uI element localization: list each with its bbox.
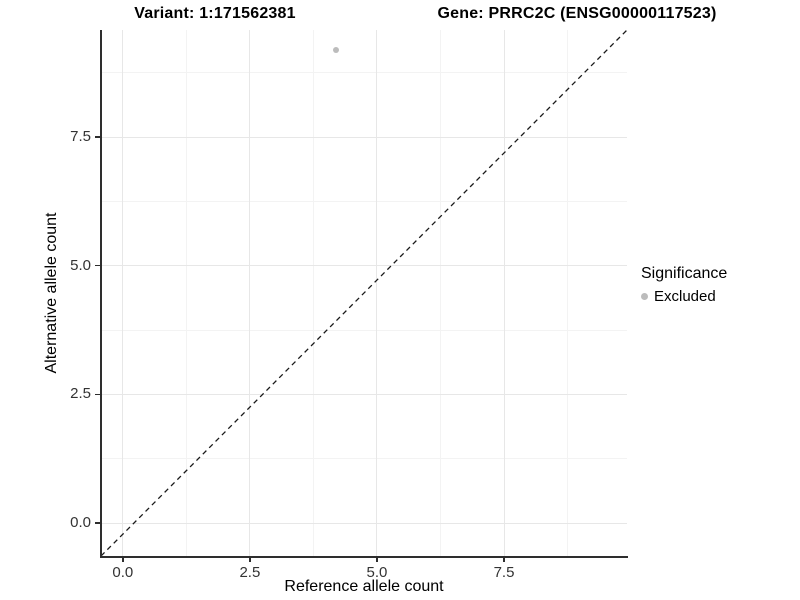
x-tick-label: 7.5 — [493, 564, 515, 581]
x-tick-mark — [503, 557, 505, 562]
y-tick-label: 5.0 — [70, 256, 91, 274]
gridline-major-horizontal — [101, 265, 627, 267]
x-tick-mark — [122, 557, 124, 562]
y-tick-mark — [95, 136, 100, 138]
gridline-major-horizontal — [101, 522, 627, 524]
gridline-major-vertical — [122, 30, 124, 556]
gridline-minor-horizontal — [101, 329, 627, 331]
legend-item-excluded: Excluded — [641, 288, 727, 305]
y-tick-label: 7.5 — [70, 128, 91, 146]
gridline-major-vertical — [249, 30, 251, 556]
y-tick-mark — [95, 522, 100, 524]
legend: Significance Excluded — [641, 265, 727, 305]
x-axis-title: Reference allele count — [284, 578, 444, 595]
gridline-minor-vertical — [567, 30, 569, 556]
gridline-major-vertical — [376, 30, 378, 556]
data-point — [333, 46, 340, 53]
y-tick-mark — [95, 264, 100, 267]
gridline-minor-horizontal — [101, 200, 627, 202]
x-tick-mark — [376, 557, 378, 562]
plot-panel — [101, 30, 627, 556]
y-axis-title: Alternative allele count — [43, 212, 60, 374]
x-tick-label: 2.5 — [239, 564, 261, 581]
x-tick-label: 0.0 — [112, 564, 134, 581]
x-tick-mark — [249, 557, 251, 562]
legend-title: Significance — [641, 265, 728, 282]
gridline-minor-vertical — [312, 30, 314, 556]
gene-title: Gene: PRRC2C (ENSG00000117523) — [437, 5, 717, 22]
variant-title: Variant: 1:171562381 — [134, 5, 296, 22]
identity-line-dashed — [101, 30, 627, 556]
gridline-minor-horizontal — [101, 458, 627, 460]
y-axis-line — [100, 30, 102, 557]
gridline-minor-vertical — [439, 30, 441, 556]
gridline-minor-vertical — [185, 30, 187, 556]
x-axis-line — [100, 556, 628, 558]
gridline-minor-horizontal — [101, 72, 627, 74]
y-tick-label: 0.0 — [70, 514, 91, 532]
y-tick-mark — [95, 393, 100, 396]
gridline-major-vertical — [503, 30, 505, 556]
y-tick-label: 2.5 — [70, 385, 91, 403]
gridline-major-horizontal — [101, 136, 627, 138]
x-tick-label: 5.0 — [366, 564, 388, 581]
legend-point-icon — [641, 293, 648, 300]
legend-item-label: Excluded — [654, 288, 716, 305]
gridline-major-horizontal — [101, 393, 627, 395]
